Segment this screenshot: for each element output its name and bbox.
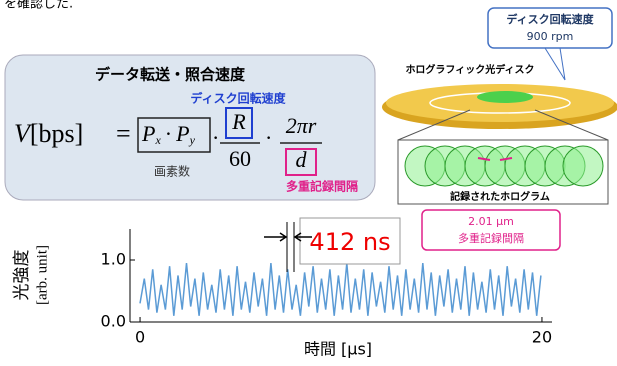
y-label: 光強度 [12,250,32,301]
x-tick-label: 20 [532,328,552,347]
x-tick-label: 0 [135,328,145,347]
callout-title: ディスク回転速度 [506,12,594,26]
dot: · [265,125,272,150]
pitch-value: 2.01 µm [468,215,514,228]
signal-line [140,263,541,316]
top-text: を確認した. [4,0,73,12]
disc-top [386,84,614,122]
annotation: 412 ns [309,228,390,256]
pitch-label: 多重記録間隔 [458,231,524,245]
pixel-label: 画素数 [154,164,190,179]
holograms-label: 記録されたホログラム [450,190,550,203]
y-tick-label: 0.0 [101,312,126,331]
formula-lhs: V[bps] [14,119,83,148]
formula-title: データ転送・照合速度 [95,66,246,84]
y-label: [arb. unit] [34,245,50,305]
p: P [141,121,155,146]
disc-label: ホログラフィック光ディスク [405,63,534,76]
p: P [175,121,189,146]
callout-value: 900 rpm [527,30,574,43]
pixel-product: Px·Py [141,121,196,147]
d: d [296,147,308,172]
px-sub: x [154,133,161,147]
sixty: 60 [229,146,251,171]
dot: · [165,121,172,146]
callout-tail [545,48,565,80]
dot: · [212,125,219,150]
pitch-label: 多重記録間隔 [286,179,358,194]
x-label: 時間 [µs] [304,340,372,359]
y-tick-label: 1.0 [101,250,126,269]
holograms [405,146,603,186]
r: R [231,109,246,134]
hologram-cluster [477,91,533,103]
lhs-unit: [bps] [30,119,83,148]
equals: = [116,119,131,148]
two-pi-r: 2πr [286,113,317,138]
rotation-label: ディスク回転速度 [190,91,286,106]
py-sub: y [189,133,196,147]
figure: を確認した. データ転送・照合速度 ディスク回転速度 V[bps] = Px·P… [0,0,617,362]
page: を確認した. データ転送・照合速度 ディスク回転速度 V[bps] = Px·P… [0,0,617,362]
